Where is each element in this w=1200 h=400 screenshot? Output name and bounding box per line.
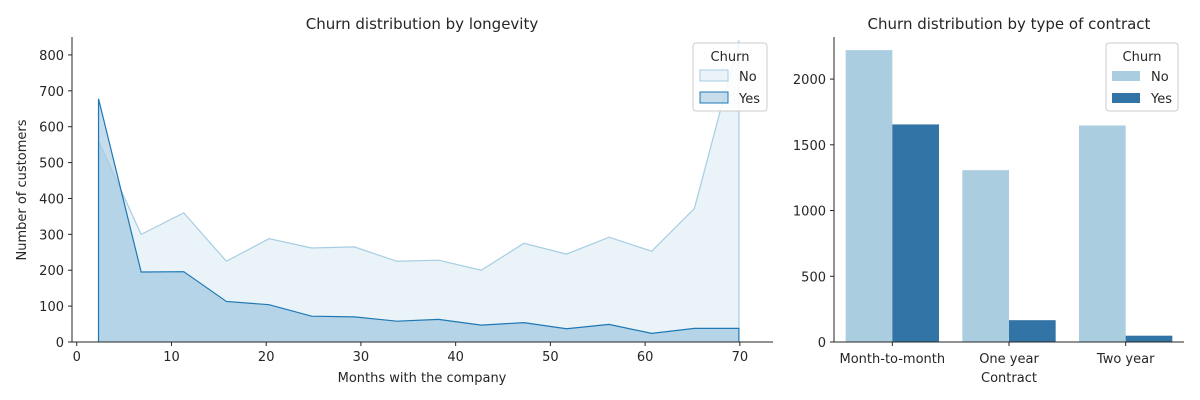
y-tick-label: 800 [39,49,64,64]
chart1-legend-frame [692,42,768,112]
longevity-chart: Churn distribution by longevity 0 10 20 30 4… [15,15,773,386]
chart1-x-ticks: 0 10 20 30 40 50 60 70 [73,342,749,365]
y-tick-label: 1500 [793,139,826,154]
chart1-title: Churn distribution by longevity [306,15,539,33]
area-fill-yes [98,98,739,342]
x-tick-label: 60 [637,350,654,365]
y-tick-label: 300 [39,228,64,243]
x-tick-label: 30 [353,350,370,365]
chart2-legend-title: Churn [1123,50,1162,65]
y-tick-label: 400 [39,192,64,207]
y-tick-label: 2000 [793,73,826,88]
x-tick-label: Two year [1096,352,1155,367]
y-tick-label: 200 [39,264,64,279]
chart1-y-ticks: 0 100 200 300 400 500 600 700 800 [39,49,72,351]
chart1-legend: Churn No Yes [692,42,768,112]
x-tick-label: 70 [732,350,749,365]
bar-month-to-month-yes [892,124,939,343]
chart2-legend-swatch-yes [1112,93,1140,103]
chart2-legend-label-no: No [1151,70,1169,85]
bar-one-year-no [962,170,1009,342]
chart1-areas [97,40,740,343]
x-tick-label: 20 [258,350,275,365]
x-tick-label: 50 [542,350,559,365]
bar-two-year-yes [1125,335,1173,342]
chart1-legend-label-no: No [739,70,757,85]
chart2-legend: Churn No Yes [1105,42,1179,112]
chart2-bars [845,50,1173,343]
bar-two-year-no [1079,125,1126,343]
chart2-legend-swatch-no [1112,71,1140,81]
y-tick-label: 600 [39,121,64,136]
chart1-legend-swatch-no [699,69,729,82]
chart2-y-ticks: 0 500 1000 1500 2000 [793,73,834,351]
chart1-legend-swatch-yes [699,91,729,104]
x-tick-label: Month-to-month [840,352,946,367]
x-tick-label: One year [979,352,1039,367]
x-tick-label: 40 [447,350,464,365]
bar-one-year-yes [1009,320,1056,342]
y-tick-label: 0 [56,336,64,351]
chart1-y-axis-label: Number of customers [15,119,30,260]
contract-chart: Churn distribution by type of contract M… [793,15,1184,386]
y-tick-label: 1000 [793,205,826,220]
area-fill-no [98,40,739,343]
chart2-x-axis-label: Contract [981,371,1037,386]
x-tick-label: 0 [73,350,81,365]
chart1-legend-title: Churn [711,50,750,65]
x-tick-label: 10 [163,350,180,365]
bar-month-to-month-no [845,50,893,343]
chart1-legend-label-yes: Yes [738,92,760,107]
area-line-yes [97,98,740,342]
y-tick-label: 0 [818,336,826,351]
chart1-x-axis-label: Months with the company [338,371,507,386]
y-tick-label: 100 [39,300,64,315]
chart2-title: Churn distribution by type of contract [868,15,1151,33]
y-tick-label: 700 [39,85,64,100]
chart2-x-ticks: Month-to-month One year Two year [840,342,1155,367]
area-line-no [97,40,740,342]
y-tick-label: 500 [39,157,64,172]
chart2-legend-label-yes: Yes [1150,92,1172,107]
y-tick-label: 500 [801,270,826,285]
